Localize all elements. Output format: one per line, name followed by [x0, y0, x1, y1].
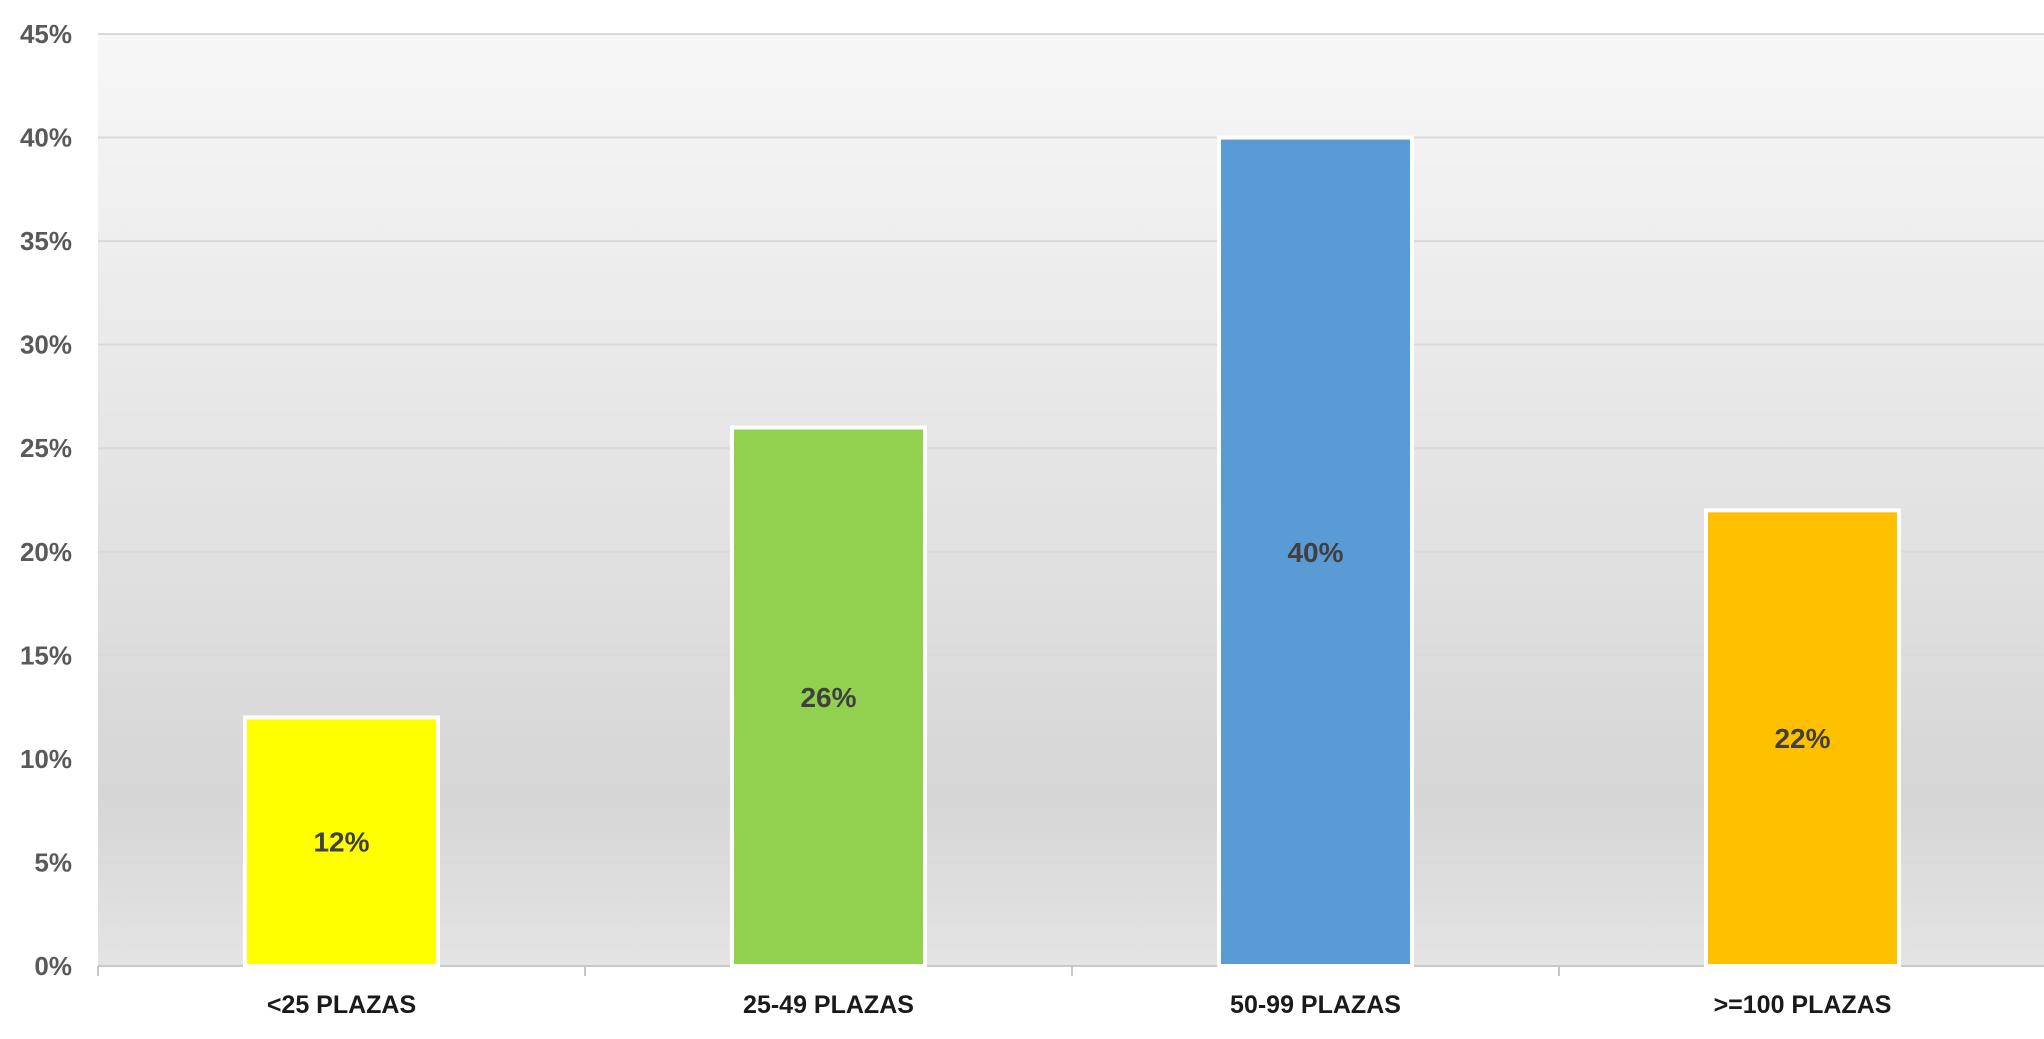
y-tick-label: 20%: [20, 537, 72, 567]
data-label: 26%: [800, 682, 856, 713]
labels: 0% 5% 10% 15% 20% 25% 30% 35% 40% 45% 12% <25 PLAZA…: [20, 19, 1891, 1019]
y-tick-label: 40%: [20, 123, 72, 153]
y-tick-label: 10%: [20, 744, 72, 774]
x-tick-label: <25 PLAZAS: [267, 991, 416, 1019]
y-tick-label: 0%: [34, 951, 72, 981]
y-tick-label: 5%: [34, 847, 72, 877]
bar: [1704, 508, 1901, 968]
y-tick-label: 25%: [20, 433, 72, 463]
data-label: 40%: [1287, 537, 1343, 568]
y-tick-label: 15%: [20, 640, 72, 670]
y-tick-label: 45%: [20, 19, 72, 49]
x-tick-label: 25-49 PLAZAS: [743, 991, 914, 1019]
data-label: 22%: [1774, 723, 1830, 754]
x-tick-label: 50-99 PLAZAS: [1230, 991, 1401, 1019]
bar: [730, 425, 927, 968]
bar: [1217, 135, 1414, 969]
x-tick-label: >=100 PLAZAS: [1714, 991, 1892, 1019]
data-label: 12%: [313, 827, 369, 858]
y-tick-label: 35%: [20, 226, 72, 256]
bar: [243, 715, 440, 969]
bars: [243, 135, 1901, 969]
y-tick-label: 30%: [20, 330, 72, 360]
